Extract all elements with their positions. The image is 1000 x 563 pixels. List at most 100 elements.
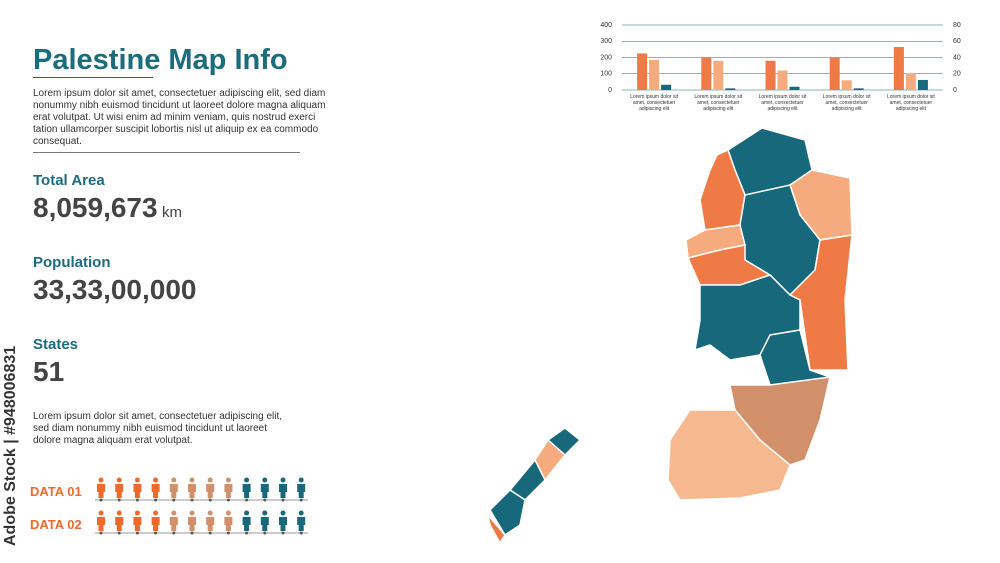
icon-dot — [281, 531, 285, 535]
icon-dot — [172, 531, 176, 535]
icon-dot — [245, 498, 249, 502]
bar — [829, 57, 840, 90]
icon-dot — [154, 531, 158, 535]
icon-dot — [263, 498, 267, 502]
y2-tick-label: 80 — [953, 22, 961, 29]
bar — [893, 46, 904, 90]
icon-head — [98, 510, 104, 516]
x-tick-label: Lorem ipsum dolor sit amet, consectetuer… — [630, 94, 678, 112]
bar — [777, 70, 788, 90]
icon-body — [115, 517, 124, 531]
icon-dot — [135, 498, 139, 502]
icon-head — [298, 477, 304, 483]
stat-value: 33,33,00,000 — [33, 274, 197, 305]
icon-head — [207, 477, 213, 483]
y2-tick-label: 60 — [953, 38, 961, 45]
stat: 8,059,673 km — [33, 192, 182, 224]
y-tick-label: 100 — [600, 71, 612, 78]
icon-body — [242, 517, 251, 531]
y-tick-label: 300 — [600, 38, 612, 45]
bar — [789, 86, 800, 90]
stat-label: States — [33, 336, 79, 353]
intro: Lorem ipsum dolor sit amet, consectetuer… — [33, 88, 326, 147]
icon-head — [244, 477, 250, 483]
icon-body — [260, 484, 269, 498]
stat-label: Total Area — [33, 172, 105, 189]
icon-body — [169, 484, 178, 498]
stat-label: Population — [33, 254, 111, 271]
icon-body — [242, 484, 251, 498]
icon-body — [169, 517, 178, 531]
icon-dot — [99, 498, 103, 502]
row-label: DATA 02 — [30, 517, 82, 532]
icon-head — [171, 510, 177, 516]
icon-dot — [135, 531, 139, 535]
icon-body — [279, 484, 287, 498]
row-label: DATA 01 — [30, 484, 82, 499]
bar — [701, 57, 712, 90]
bar — [649, 59, 660, 90]
title: Palestine Map Info — [33, 44, 288, 76]
bar — [713, 60, 724, 90]
x-tick-label: Lorem ipsum dolor sit amet, consectetuer… — [694, 94, 743, 112]
x-tick-label: Lorem ipsum dolor sit amet, consectetuer… — [886, 94, 935, 112]
icon-dot — [245, 531, 249, 535]
icon-dot — [190, 498, 194, 502]
bar — [905, 73, 916, 90]
y2-tick-label: 0 — [953, 87, 957, 94]
icon-head — [280, 477, 286, 483]
icon-head — [244, 510, 250, 516]
icon-dot — [263, 531, 267, 535]
icon-dot — [99, 531, 103, 535]
icon-body — [224, 484, 233, 498]
icon-dot — [208, 531, 212, 535]
y2-tick-label: 40 — [953, 54, 961, 61]
icon-head — [153, 510, 159, 516]
bar — [917, 79, 928, 90]
icon-head — [189, 510, 195, 516]
icon-dot — [117, 498, 121, 502]
bar — [765, 60, 776, 90]
icon-head — [298, 510, 304, 516]
icon-body — [133, 484, 142, 498]
icon-body — [188, 484, 196, 498]
icon-head — [134, 477, 140, 483]
icon-head — [171, 477, 177, 483]
icon-head — [134, 510, 140, 516]
icon-head — [116, 477, 122, 483]
icon-head — [262, 510, 268, 516]
icon-dot — [172, 498, 176, 502]
icon-head — [116, 510, 122, 516]
icon-head — [98, 477, 104, 483]
icon-body — [97, 517, 105, 531]
bar — [661, 84, 672, 90]
x-tick-label: Lorem ipsum dolor sit amet, consectetuer… — [822, 94, 871, 112]
icon-head — [262, 477, 268, 483]
bar-chart: 0 100 200 300 400 0 20 40 60 80 — [600, 22, 961, 94]
y-tick-label: 200 — [600, 54, 612, 61]
icon-body — [97, 484, 105, 498]
divider — [33, 152, 300, 153]
icon-head — [153, 477, 159, 483]
icon-body — [188, 517, 196, 531]
icon-body — [297, 484, 306, 498]
y-tick-label: 0 — [608, 87, 612, 94]
y2-tick-label: 20 — [953, 71, 961, 78]
icon-body — [206, 517, 215, 531]
icon-dot — [208, 498, 212, 502]
icon-dot — [299, 531, 303, 535]
stat-value: 51 — [33, 356, 65, 387]
icon-dot — [226, 531, 230, 535]
icon-body — [151, 517, 160, 531]
icon-head — [225, 510, 231, 516]
icon-body — [133, 517, 142, 531]
bar — [725, 88, 736, 90]
icon-body — [224, 517, 233, 531]
icon-body — [206, 484, 215, 498]
icon-head — [225, 477, 231, 483]
divider — [33, 77, 153, 78]
icon-dot — [299, 498, 303, 502]
icon-head — [280, 510, 286, 516]
